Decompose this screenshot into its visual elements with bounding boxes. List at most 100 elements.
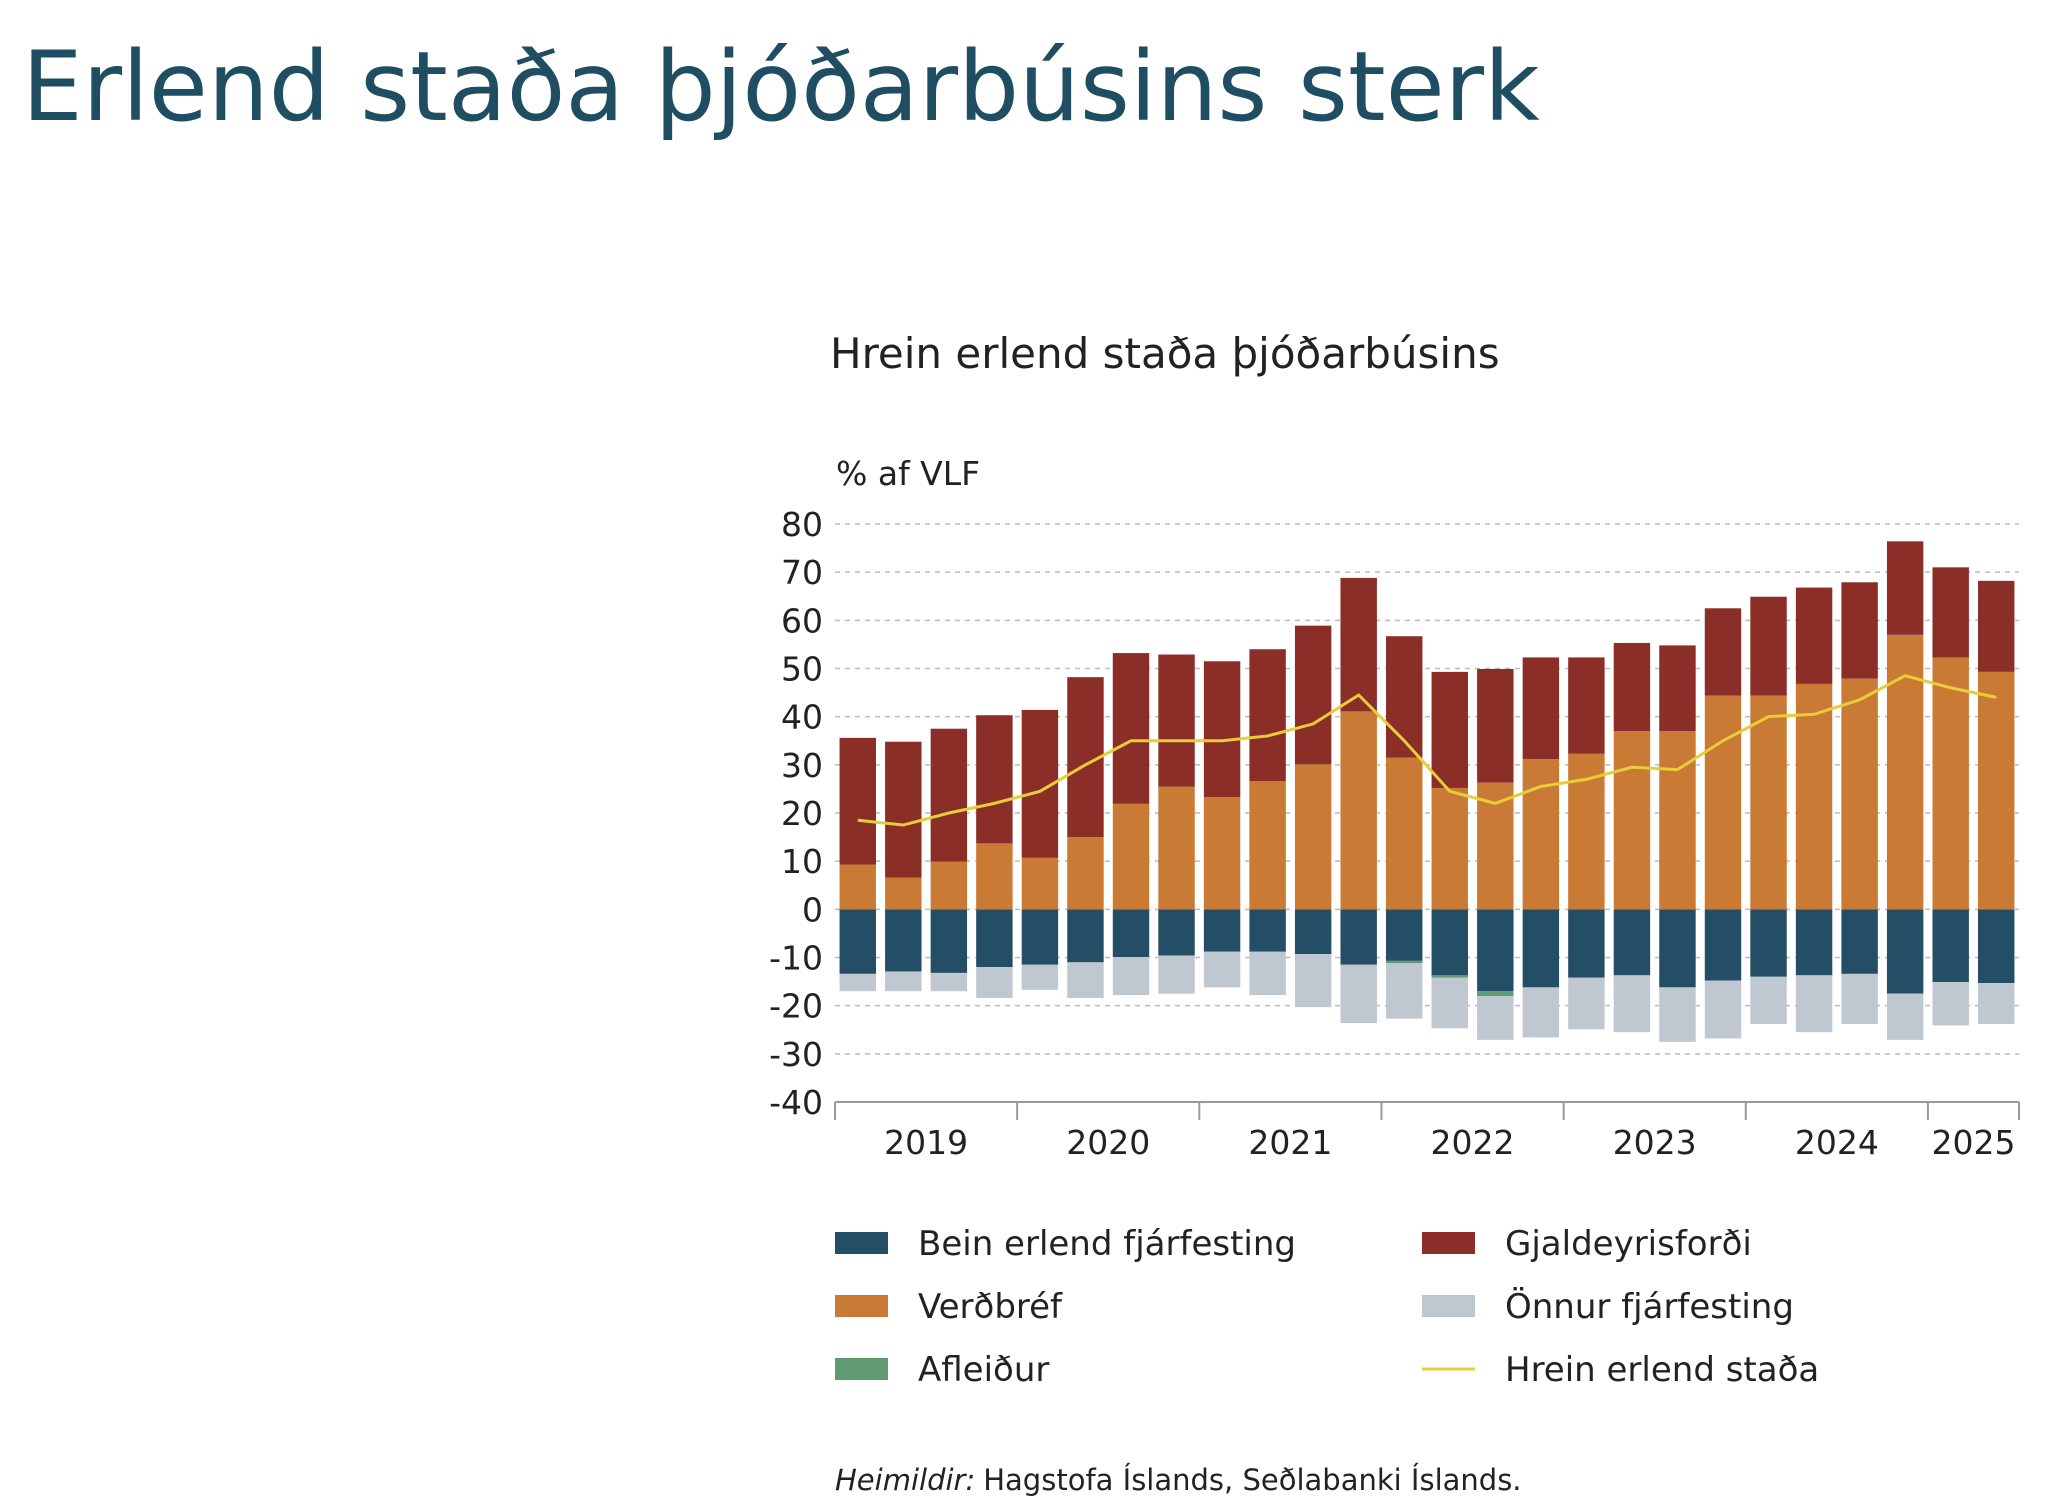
bar	[1112, 803, 1150, 910]
bar	[1522, 987, 1560, 1038]
bar	[1386, 963, 1423, 1019]
bar	[930, 909, 968, 973]
legend-label: Bein erlend fjárfesting	[918, 1224, 1296, 1264]
legend-swatch	[835, 1232, 888, 1254]
y-tick-label: -40	[769, 1083, 823, 1122]
bar	[885, 909, 922, 972]
bar	[1659, 731, 1696, 910]
bar	[1386, 636, 1423, 758]
bar	[1659, 987, 1696, 1042]
bar	[1294, 625, 1332, 765]
source-text: Hagstofa Íslands, Seðlabanki Íslands.	[983, 1463, 1521, 1497]
x-tick-label: 2024	[1795, 1123, 1879, 1162]
bar	[976, 967, 1013, 998]
bar	[885, 741, 922, 878]
bar	[839, 909, 876, 974]
bar	[1021, 909, 1059, 965]
bar	[1568, 977, 1605, 1030]
y-tick-label: 70	[781, 553, 823, 592]
y-tick-label: 20	[781, 794, 823, 833]
y-tick-label: -10	[769, 939, 823, 978]
source: Heimildir: Hagstofa Íslands, Seðlabanki Í…	[835, 1463, 1522, 1497]
bar	[1795, 587, 1833, 684]
bar	[1568, 657, 1605, 754]
bar	[1886, 993, 1924, 1040]
bar	[1704, 695, 1742, 910]
bar	[1659, 645, 1696, 732]
bar	[1158, 654, 1195, 787]
bar	[1067, 909, 1104, 963]
bar	[1431, 975, 1468, 978]
bar	[1386, 960, 1423, 964]
bar	[1340, 909, 1377, 965]
bar	[1522, 759, 1560, 910]
x-tick-label: 2019	[884, 1123, 968, 1162]
bar	[976, 909, 1013, 968]
bar	[1431, 671, 1468, 788]
y-axis-label: % af VLF	[836, 454, 980, 493]
line	[857, 674, 1997, 827]
bar	[1886, 909, 1924, 994]
bar	[1158, 786, 1195, 910]
bar	[1249, 649, 1286, 782]
bar	[1886, 541, 1924, 635]
bar	[976, 715, 1013, 844]
bar	[1932, 567, 1969, 658]
bar	[1568, 909, 1605, 978]
bar	[1340, 711, 1377, 910]
bar	[930, 728, 968, 862]
bar	[1978, 909, 2015, 984]
bar	[1477, 668, 1514, 783]
legend-label: Gjaldeyrisforði	[1505, 1224, 1752, 1264]
bar	[1431, 787, 1468, 910]
legend-swatch	[835, 1295, 888, 1317]
bar	[1477, 909, 1514, 992]
bar	[1932, 909, 1969, 983]
bar	[1841, 973, 1878, 1024]
x-tick-label: 2020	[1066, 1123, 1150, 1162]
x-tick-label: 2021	[1248, 1123, 1332, 1162]
legend-swatch	[1422, 1232, 1475, 1254]
bar	[1795, 683, 1833, 910]
y-tick-label: -30	[769, 1035, 823, 1074]
legend-label: Afleiður	[918, 1350, 1049, 1390]
bar	[1841, 582, 1878, 679]
bar	[1613, 975, 1651, 1033]
bar	[1203, 909, 1241, 952]
chart-title: Hrein erlend staða þjóðarbúsins	[830, 329, 1500, 378]
bar	[1294, 764, 1332, 910]
bar	[1932, 982, 1969, 1026]
y-tick-label: -20	[769, 987, 823, 1026]
bar	[1294, 909, 1332, 955]
bar	[1021, 964, 1059, 990]
bar	[839, 973, 876, 992]
bar	[1067, 837, 1104, 910]
bar	[1477, 991, 1514, 997]
bar	[1112, 653, 1150, 804]
bar	[976, 843, 1013, 910]
legend-label: Hrein erlend staða	[1505, 1350, 1819, 1390]
bar	[930, 972, 968, 992]
bar	[1704, 608, 1742, 696]
bar	[839, 864, 876, 910]
bar	[1431, 977, 1468, 1029]
bar	[1978, 983, 2015, 1024]
bar	[1477, 996, 1514, 1040]
bar	[839, 737, 876, 865]
x-tick-label: 2022	[1431, 1123, 1515, 1162]
legend-swatch	[835, 1358, 888, 1380]
bar	[1841, 678, 1878, 910]
bar	[1522, 657, 1560, 760]
bar	[1386, 757, 1423, 910]
bar	[1659, 909, 1696, 988]
bar	[1158, 909, 1195, 956]
y-tick-label: 50	[781, 650, 823, 689]
bar	[930, 861, 968, 910]
bar	[1613, 642, 1651, 732]
y-tick-label: 80	[781, 505, 823, 544]
bar	[1021, 857, 1059, 910]
x-tick-label: 2025	[1931, 1123, 2015, 1162]
bar	[1704, 909, 1742, 981]
